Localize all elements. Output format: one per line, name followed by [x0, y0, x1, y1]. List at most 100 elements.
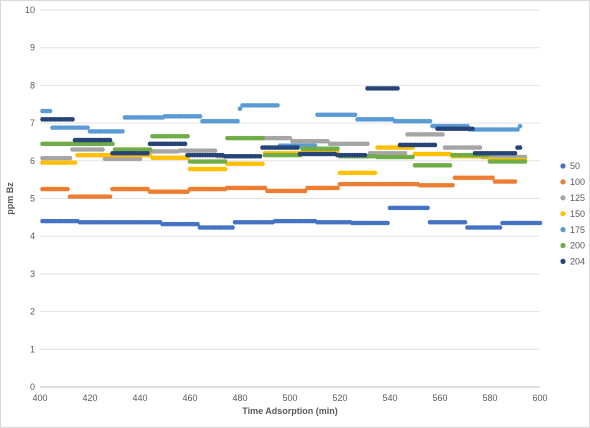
x-tick-label: 420	[82, 393, 97, 403]
y-tick-label: 5	[30, 194, 35, 204]
data-point	[352, 112, 358, 118]
data-point	[182, 141, 188, 147]
x-tick-label: 540	[382, 393, 397, 403]
x-tick-label: 400	[32, 393, 47, 403]
data-point	[110, 141, 115, 147]
data-point	[137, 156, 143, 162]
series-150	[40, 145, 528, 176]
legend-marker	[560, 242, 566, 249]
data-point	[440, 132, 445, 137]
legend-item-200: 200	[560, 241, 585, 251]
data-point	[517, 145, 523, 150]
data-point	[497, 225, 503, 230]
data-point	[257, 153, 263, 159]
x-tick-label: 460	[182, 393, 197, 403]
data-point	[237, 106, 243, 112]
legend-label: 100	[570, 177, 585, 187]
x-tick-label: 520	[332, 393, 347, 403]
legend: 50 100 125 150 175 200 204	[560, 161, 585, 267]
series-100	[40, 175, 518, 199]
data-point	[107, 194, 113, 199]
data-point	[65, 186, 70, 192]
data-point	[410, 154, 415, 160]
data-point	[432, 142, 438, 148]
legend-label: 200	[570, 241, 585, 251]
data-point	[262, 185, 268, 191]
x-tick-label: 440	[132, 393, 147, 403]
data-point	[195, 221, 200, 227]
data-point	[490, 175, 495, 181]
x-tick-label: 500	[282, 393, 297, 403]
legend-label: 204	[570, 257, 585, 267]
gridlines	[40, 9, 540, 388]
data-point	[212, 148, 218, 153]
data-point	[512, 179, 518, 184]
data-point	[260, 135, 265, 141]
series-175	[40, 103, 523, 149]
data-point	[70, 117, 75, 122]
data-point	[385, 220, 390, 226]
data-point	[522, 159, 528, 164]
legend-item-50: 50	[560, 161, 580, 171]
x-tick-label: 580	[482, 393, 497, 403]
data-point	[450, 183, 455, 188]
y-tick-label: 1	[30, 344, 35, 354]
data-point	[235, 118, 240, 124]
data-point	[100, 147, 105, 152]
data-point	[402, 150, 408, 156]
data-point	[447, 163, 453, 168]
data-point	[222, 166, 228, 172]
legend-marker	[560, 227, 566, 233]
data-point	[512, 150, 518, 156]
x-tick-label: 560	[432, 393, 447, 403]
y-tick-label: 9	[30, 43, 35, 53]
legend-item-175: 175	[560, 225, 585, 235]
data-point	[260, 161, 265, 167]
data-point	[145, 150, 150, 156]
data-point	[185, 133, 190, 139]
data-point	[287, 135, 293, 141]
data-point	[477, 145, 483, 150]
plot-points	[40, 86, 543, 230]
y-tick-label: 8	[30, 80, 35, 90]
legend-marker	[560, 258, 566, 264]
data-point	[362, 152, 368, 158]
x-axis-ticks: 400 420 440 460 480 500 520 540 560 580 600	[32, 393, 547, 403]
legend-item-125: 125	[560, 193, 585, 203]
data-point	[230, 225, 235, 230]
data-point	[197, 114, 203, 119]
y-axis-title: ppm Bz	[5, 182, 15, 215]
data-point	[335, 185, 340, 191]
y-tick-label: 2	[30, 307, 35, 317]
data-point	[302, 188, 308, 194]
data-point	[275, 103, 280, 108]
data-point	[365, 141, 370, 147]
x-tick-label: 480	[232, 393, 247, 403]
y-axis-ticks: 0 1 2 3 4 5 6 7 8 9 10	[25, 5, 35, 392]
data-point	[470, 126, 475, 132]
data-point	[425, 205, 430, 211]
y-tick-label: 7	[30, 118, 35, 128]
data-point	[537, 220, 543, 226]
data-point	[147, 147, 153, 152]
data-point	[107, 137, 113, 143]
data-point	[85, 125, 90, 130]
data-point	[47, 108, 53, 114]
data-point	[462, 219, 468, 225]
data-point	[395, 86, 400, 91]
data-point	[120, 129, 125, 134]
legend-label: 175	[570, 225, 585, 235]
legend-label: 150	[570, 209, 585, 219]
data-point	[427, 118, 433, 124]
legend-marker	[560, 195, 566, 201]
legend-item-204: 204	[560, 257, 585, 267]
y-tick-label: 4	[30, 231, 35, 241]
data-point	[295, 145, 300, 150]
data-point	[515, 127, 520, 132]
series-50	[40, 205, 543, 230]
data-point	[517, 123, 523, 129]
legend-marker	[560, 179, 566, 185]
y-tick-label: 6	[30, 156, 35, 166]
